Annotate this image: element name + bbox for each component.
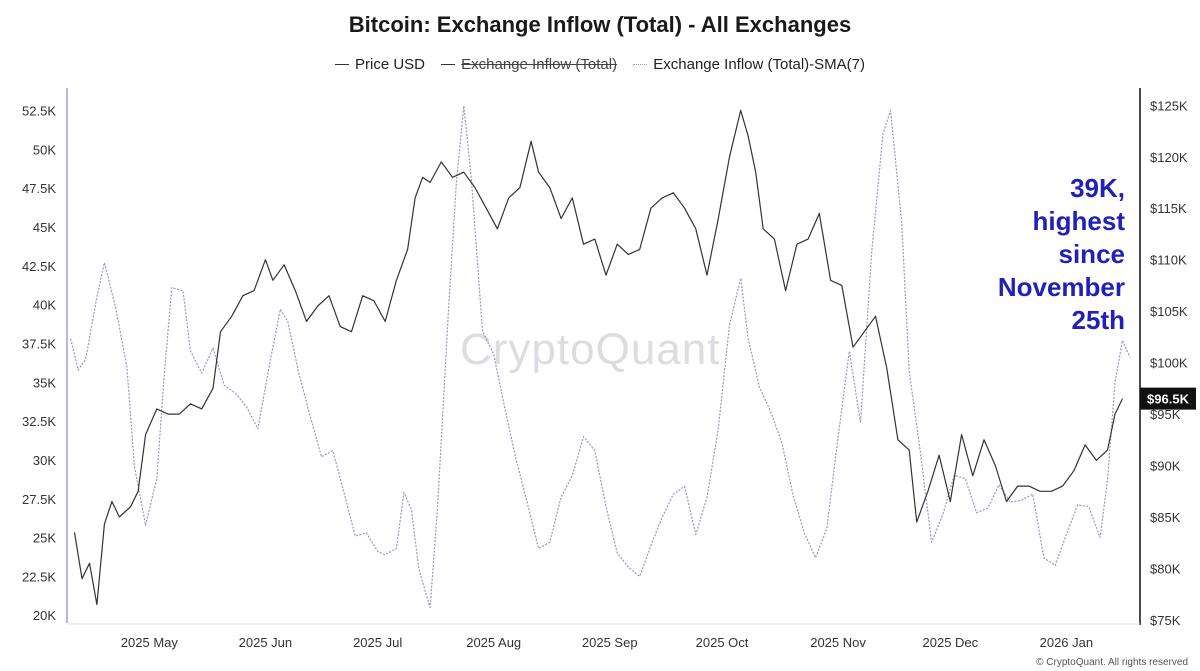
y-left-tick-label: 20K bbox=[33, 608, 56, 623]
y-left-tick-label: 25K bbox=[33, 531, 56, 546]
y-left-tick-label: 22.5K bbox=[22, 569, 56, 584]
y-left-tick-label: 52.5K bbox=[22, 104, 56, 119]
x-tick-label: 2025 Dec bbox=[923, 635, 979, 650]
chart-title: Bitcoin: Exchange Inflow (Total) - All E… bbox=[348, 12, 852, 37]
legend-item-price[interactable]: Price USD bbox=[334, 56, 425, 73]
x-tick-label: 2025 Sep bbox=[582, 635, 638, 650]
y-left-tick-label: 30K bbox=[33, 453, 56, 468]
y-right-tick-label: $120K bbox=[1150, 150, 1188, 165]
x-tick-label: 2025 Oct bbox=[696, 635, 749, 650]
y-right-tick-label: $75K bbox=[1150, 613, 1181, 628]
last-price-label: $96.5K bbox=[1147, 392, 1190, 407]
watermark-logo: CryptoQuant bbox=[460, 325, 721, 374]
y-left-tick-label: 35K bbox=[33, 375, 56, 390]
y-left-tick-label: 27.5K bbox=[22, 492, 56, 507]
annotation-line: highest bbox=[1032, 206, 1125, 236]
annotation-line: since bbox=[1058, 239, 1126, 269]
y-right-tick-label: $105K bbox=[1150, 304, 1188, 319]
legend-swatch-price bbox=[334, 64, 349, 65]
y-left-tick-label: 45K bbox=[33, 220, 56, 235]
series-line-price bbox=[73, 109, 1124, 606]
annotation-line: November bbox=[997, 272, 1125, 302]
legend-label-inflow-total: Exchange Inflow (Total) bbox=[461, 56, 618, 73]
last-price-badge bbox=[1140, 387, 1196, 410]
y-left-tick-label: 50K bbox=[33, 142, 56, 157]
legend-swatch-inflow-sma bbox=[633, 64, 648, 65]
x-tick-label: 2025 May bbox=[121, 635, 179, 650]
annotation-line: 25th bbox=[1071, 305, 1125, 335]
y-right-tick-label: $90K bbox=[1150, 459, 1181, 474]
y-left-tick-label: 47.5K bbox=[22, 181, 56, 196]
x-tick-label: 2025 Nov bbox=[810, 635, 866, 650]
y-left-tick-label: 32.5K bbox=[22, 414, 56, 429]
y-right-tick-label: $115K bbox=[1150, 201, 1187, 216]
legend-swatch-inflow-total bbox=[441, 64, 456, 65]
annotation-line: 39K, bbox=[1070, 173, 1125, 203]
y-left-tick-label: 40K bbox=[33, 298, 56, 313]
y-right-tick-label: $110K bbox=[1150, 253, 1187, 268]
legend-label-inflow-sma: Exchange Inflow (Total)-SMA(7) bbox=[653, 56, 866, 73]
x-tick-label: 2025 Aug bbox=[466, 635, 521, 650]
x-tick-label: 2026 Jan bbox=[1040, 635, 1094, 650]
x-tick-label: 2025 Jul bbox=[353, 635, 402, 650]
y-right-tick-label: $80K bbox=[1150, 561, 1181, 576]
legend: Price USD Exchange Inflow (Total) Exchan… bbox=[0, 52, 1200, 73]
y-right-tick-label: $125K bbox=[1150, 98, 1188, 113]
copyright-text: © CryptoQuant. All rights reserved bbox=[1036, 657, 1188, 668]
annotation: 39K, highest since November 25th bbox=[925, 172, 1125, 337]
series-line-inflow-sma bbox=[70, 105, 1131, 609]
y-right-tick-label: $85K bbox=[1150, 510, 1181, 525]
y-right-tick-label: $100K bbox=[1150, 356, 1188, 371]
y-left-tick-label: 37.5K bbox=[22, 336, 56, 351]
legend-item-inflow-sma[interactable]: Exchange Inflow (Total)-SMA(7) bbox=[633, 56, 865, 73]
y-right-tick-label: $95K bbox=[1150, 407, 1181, 422]
legend-item-inflow-total[interactable]: Exchange Inflow (Total) bbox=[441, 56, 617, 73]
legend-label-price: Price USD bbox=[354, 56, 425, 73]
y-left-tick-label: 42.5K bbox=[22, 259, 56, 274]
x-tick-label: 2025 Jun bbox=[239, 635, 293, 650]
